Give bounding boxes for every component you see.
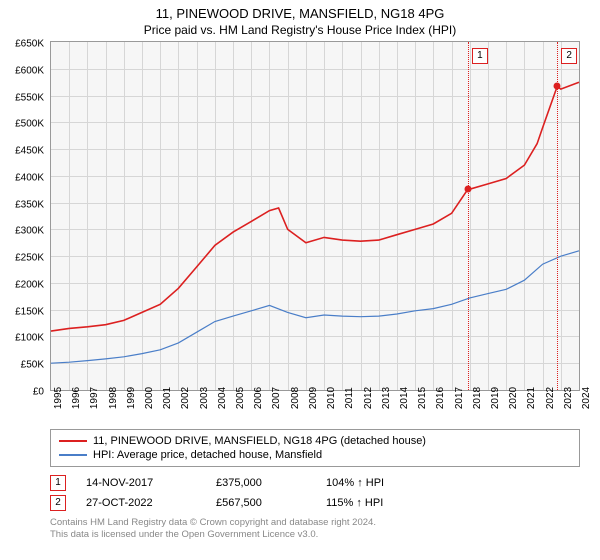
y-tick-label: £550K <box>15 92 44 103</box>
x-tick-label: 2010 <box>326 387 337 409</box>
transaction-date: 27-OCT-2022 <box>86 497 196 509</box>
x-tick-label: 2003 <box>199 387 210 409</box>
legend-swatch <box>59 454 87 456</box>
x-tick-label: 2024 <box>581 387 592 409</box>
x-tick-label: 2021 <box>526 387 537 409</box>
x-tick-label: 1996 <box>71 387 82 409</box>
x-tick-label: 2015 <box>417 387 428 409</box>
x-tick-label: 2022 <box>545 387 556 409</box>
y-tick-label: £250K <box>15 253 44 264</box>
y-tick-label: £50K <box>21 360 44 371</box>
x-tick-label: 1995 <box>53 387 64 409</box>
marker-badge: 2 <box>561 48 577 64</box>
transaction-table: 1 14-NOV-2017 £375,000 104% ↑ HPI 2 27-OCT-20… <box>50 473 580 513</box>
y-tick-label: £500K <box>15 119 44 130</box>
x-tick-label: 2013 <box>381 387 392 409</box>
chart-svg <box>51 42 579 390</box>
y-tick-label: £0 <box>33 387 44 398</box>
series-price_paid <box>51 82 579 331</box>
chart-plot-area: 12 <box>50 41 580 391</box>
y-tick-label: £300K <box>15 226 44 237</box>
series-hpi <box>51 251 579 363</box>
y-tick-label: £350K <box>15 199 44 210</box>
x-tick-label: 2020 <box>508 387 519 409</box>
x-tick-label: 1997 <box>89 387 100 409</box>
y-axis-labels: £0£50K£100K£150K£200K£250K£300K£350K£400… <box>0 44 48 394</box>
transaction-hpi: 115% ↑ HPI <box>326 497 383 509</box>
y-tick-label: £450K <box>15 146 44 157</box>
x-tick-label: 2016 <box>435 387 446 409</box>
x-tick-label: 2009 <box>308 387 319 409</box>
x-tick-label: 2001 <box>162 387 173 409</box>
transaction-date: 14-NOV-2017 <box>86 477 196 489</box>
x-tick-label: 2018 <box>472 387 483 409</box>
chart-title: 11, PINEWOOD DRIVE, MANSFIELD, NG18 4PG <box>0 0 600 21</box>
y-tick-label: £650K <box>15 39 44 50</box>
y-tick-label: £200K <box>15 279 44 290</box>
transaction-price: £375,000 <box>216 477 306 489</box>
legend-item: 11, PINEWOOD DRIVE, MANSFIELD, NG18 4PG … <box>59 434 571 448</box>
marker-badge: 1 <box>472 48 488 64</box>
x-tick-label: 2004 <box>217 387 228 409</box>
x-tick-label: 2011 <box>344 387 355 409</box>
x-tick-label: 2006 <box>253 387 264 409</box>
x-tick-label: 2017 <box>454 387 465 409</box>
x-tick-label: 2014 <box>399 387 410 409</box>
x-tick-label: 2007 <box>271 387 282 409</box>
x-axis-labels: 1995199619971998199920002001200220032004… <box>50 396 580 436</box>
legend-swatch <box>59 440 87 442</box>
x-tick-label: 2002 <box>180 387 191 409</box>
footer-line: This data is licensed under the Open Gov… <box>50 529 580 541</box>
marker-line <box>468 42 469 390</box>
chart-footer: Contains HM Land Registry data © Crown c… <box>50 517 580 542</box>
legend-label: HPI: Average price, detached house, Mans… <box>93 449 322 461</box>
y-tick-label: £600K <box>15 65 44 76</box>
footer-line: Contains HM Land Registry data © Crown c… <box>50 517 580 529</box>
transaction-badge: 2 <box>50 495 66 511</box>
y-tick-label: £400K <box>15 172 44 183</box>
y-tick-label: £150K <box>15 306 44 317</box>
transaction-row: 1 14-NOV-2017 £375,000 104% ↑ HPI <box>50 473 580 493</box>
x-tick-label: 2019 <box>490 387 501 409</box>
x-tick-label: 2012 <box>363 387 374 409</box>
marker-dot <box>464 186 471 193</box>
x-tick-label: 1999 <box>126 387 137 409</box>
transaction-price: £567,500 <box>216 497 306 509</box>
chart-subtitle: Price paid vs. HM Land Registry's House … <box>0 21 600 41</box>
transaction-row: 2 27-OCT-2022 £567,500 115% ↑ HPI <box>50 493 580 513</box>
x-tick-label: 2005 <box>235 387 246 409</box>
legend-label: 11, PINEWOOD DRIVE, MANSFIELD, NG18 4PG … <box>93 435 426 447</box>
legend-item: HPI: Average price, detached house, Mans… <box>59 448 571 462</box>
transaction-badge: 1 <box>50 475 66 491</box>
y-tick-label: £100K <box>15 333 44 344</box>
x-tick-label: 2000 <box>144 387 155 409</box>
x-tick-label: 2023 <box>563 387 574 409</box>
transaction-hpi: 104% ↑ HPI <box>326 477 384 489</box>
marker-dot <box>554 83 561 90</box>
x-tick-label: 2008 <box>290 387 301 409</box>
x-tick-label: 1998 <box>108 387 119 409</box>
marker-line <box>557 42 558 390</box>
